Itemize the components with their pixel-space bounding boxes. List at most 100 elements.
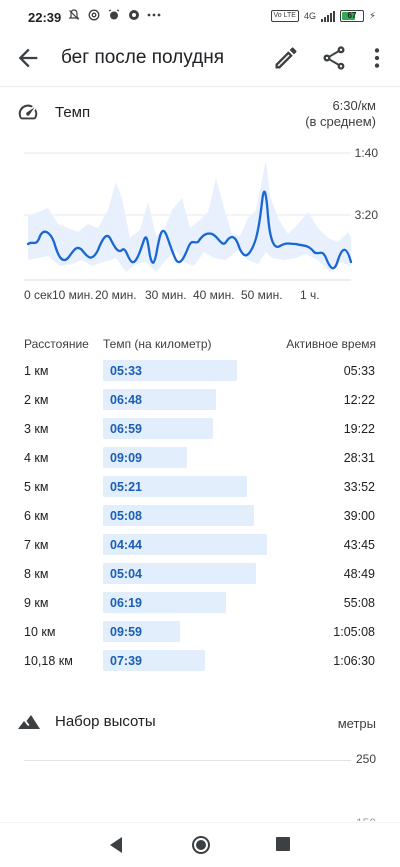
pace-average-value: 6:30/км	[332, 98, 376, 113]
split-pace-bar	[103, 621, 180, 642]
split-pace: 06:19	[110, 596, 142, 610]
share-button[interactable]	[320, 44, 348, 72]
x-tick-label: 30 мин.	[145, 288, 187, 302]
split-pace: 07:39	[110, 654, 142, 668]
back-button[interactable]	[14, 44, 42, 72]
x-tick-label: 1 ч.	[300, 288, 320, 302]
split-row: 3 км 06:59 19:22	[0, 418, 400, 442]
x-tick-label: 20 мин.	[95, 288, 137, 302]
split-row: 8 км 05:04 48:49	[0, 563, 400, 587]
elevation-tick-label: 250	[355, 752, 376, 766]
split-pace: 05:04	[110, 567, 142, 581]
split-pace: 06:48	[110, 393, 142, 407]
split-row: 1 км 05:33 05:33	[0, 360, 400, 384]
split-active-time: 33:52	[343, 480, 375, 494]
edit-button[interactable]	[272, 44, 300, 72]
status-system-icons: Vo LTE 4G 67 ⚡	[270, 10, 376, 22]
at-sign-icon	[87, 9, 101, 24]
elevation-grid-line	[24, 760, 351, 761]
y-tick-label: 1:40	[355, 146, 379, 160]
elevation-section-title: Набор высоты	[55, 713, 156, 730]
split-row: 10 км 09:59 1:05:08	[0, 621, 400, 645]
elevation-unit: метры	[337, 716, 376, 731]
split-active-time: 05:33	[343, 364, 375, 378]
split-pace-bar	[103, 476, 247, 497]
status-bar: 22:39 Vo LTE 4G 67 ⚡	[0, 0, 400, 34]
app-bar-divider	[0, 86, 400, 87]
signal-icon	[320, 10, 335, 22]
elevation-tick-label-partial: 150	[356, 816, 376, 821]
bell-off-icon	[67, 9, 81, 24]
volte-icon: Vo LTE	[270, 10, 299, 22]
x-tick-label: 50 мин.	[241, 288, 283, 302]
more-notifications-icon	[147, 9, 161, 24]
y-tick-label: 3:20	[355, 208, 379, 222]
split-pace: 04:44	[110, 538, 142, 552]
split-pace-bar	[103, 447, 187, 468]
split-distance: 10 км	[24, 625, 56, 639]
split-pace-bar	[103, 505, 254, 526]
split-active-time: 48:49	[343, 567, 375, 581]
split-row: 4 км 09:09 28:31	[0, 447, 400, 471]
split-active-time: 39:00	[343, 509, 375, 523]
nav-back-button[interactable]	[108, 836, 124, 854]
split-pace: 09:59	[110, 625, 142, 639]
app-bar: бег после полудня	[0, 34, 400, 82]
pencil-icon	[275, 47, 297, 69]
battery-level: 67	[347, 11, 357, 20]
split-pace-bar	[103, 418, 213, 439]
splits-header-active-time: Активное время	[286, 337, 376, 351]
split-active-time: 43:45	[343, 538, 375, 552]
battery-icon: 67	[339, 10, 364, 22]
pace-average-note: (в среднем)	[305, 114, 376, 129]
more-options-button[interactable]	[364, 44, 390, 72]
split-distance: 9 км	[24, 596, 49, 610]
pace-variation-band	[28, 160, 351, 272]
split-active-time: 19:22	[343, 422, 375, 436]
split-active-time: 28:31	[343, 451, 375, 465]
split-distance: 8 км	[24, 567, 49, 581]
split-pace: 05:33	[110, 364, 142, 378]
split-row: 6 км 05:08 39:00	[0, 505, 400, 529]
more-vert-icon	[374, 48, 380, 68]
split-pace: 05:21	[110, 480, 142, 494]
pace-section-title: Темп	[55, 104, 91, 121]
pace-chart[interactable]: 1:40 3:20 0 сек 10 мин. 20 мин. 30 мин. …	[0, 140, 400, 310]
split-row: 2 км 06:48 12:22	[0, 389, 400, 413]
triangle-back-icon	[110, 837, 122, 853]
pace-average: 6:30/км (в среднем)	[305, 98, 376, 130]
x-tick-label: 10 мин.	[52, 288, 94, 302]
split-pace-bar	[103, 534, 267, 555]
split-pace-bar	[103, 563, 256, 584]
nav-recents-button[interactable]	[276, 837, 290, 851]
split-pace-bar	[103, 650, 205, 671]
system-nav-bar	[0, 822, 400, 867]
split-row: 10,18 км 07:39 1:06:30	[0, 650, 400, 674]
split-pace-bar	[103, 389, 216, 410]
alarm-icon	[107, 9, 121, 24]
split-distance: 10,18 км	[24, 654, 73, 668]
share-icon	[323, 46, 345, 70]
network-type: 4G	[303, 11, 316, 21]
pace-line	[26, 190, 353, 270]
split-pace-bar	[103, 360, 237, 381]
split-row: 5 км 05:21 33:52	[0, 476, 400, 500]
charging-icon: ⚡	[368, 10, 376, 22]
splits-header-pace: Темп (на километр)	[103, 337, 212, 351]
chrome-icon	[127, 9, 141, 24]
split-pace: 05:08	[110, 509, 142, 523]
split-pace: 06:59	[110, 422, 142, 436]
split-row: 7 км 04:44 43:45	[0, 534, 400, 558]
terrain-icon	[17, 713, 41, 729]
split-distance: 1 км	[24, 364, 49, 378]
status-time: 22:39	[28, 10, 62, 25]
split-distance: 4 км	[24, 451, 49, 465]
split-pace-bar	[103, 592, 226, 613]
page-title: бег после полудня	[61, 47, 224, 68]
nav-home-button[interactable]	[191, 835, 211, 855]
split-distance: 5 км	[24, 480, 49, 494]
split-pace: 09:09	[110, 451, 142, 465]
split-distance: 2 км	[24, 393, 49, 407]
split-active-time: 12:22	[343, 393, 375, 407]
arrow-back-icon	[18, 48, 38, 68]
